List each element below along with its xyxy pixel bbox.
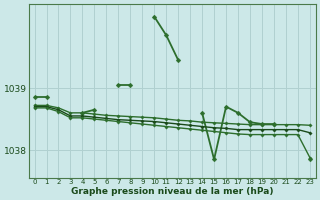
X-axis label: Graphe pression niveau de la mer (hPa): Graphe pression niveau de la mer (hPa) — [71, 187, 274, 196]
